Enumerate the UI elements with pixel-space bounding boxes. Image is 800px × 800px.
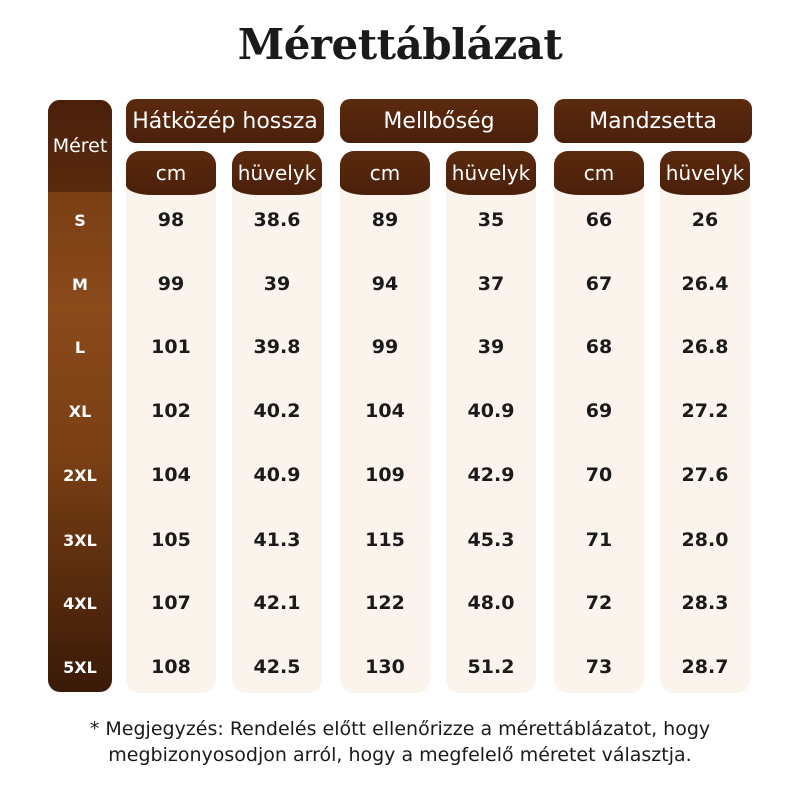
footnote: * Megjegyzés: Rendelés előtt ellenőrizze… [0, 716, 800, 768]
table-cell: 48.0 [467, 592, 515, 614]
unit-header: cm [554, 151, 644, 195]
data-column: hüvelyk 38.6 39 39.8 40.2 40.9 41.3 42.1 42.5 [232, 151, 322, 693]
table-cell: 28.3 [681, 592, 729, 614]
table-cell: 104 [151, 464, 191, 486]
table-cell: 37 [477, 273, 505, 295]
size-label: S [74, 210, 86, 230]
unit-header: cm [126, 151, 216, 195]
table-cell: 38.6 [253, 209, 301, 231]
table-cell: 40.2 [253, 400, 301, 422]
group-header: Mellbőség [340, 99, 538, 143]
table-cell: 27.6 [681, 464, 729, 486]
size-label: 2XL [63, 465, 97, 485]
data-column: cm 98 99 101 102 104 105 107 108 [126, 151, 216, 693]
table-cell: 42.9 [467, 464, 515, 486]
table-cell: 45.3 [467, 529, 515, 551]
group-header: Hátközép hossza [126, 99, 324, 143]
table-cell: 39.8 [253, 336, 301, 358]
table-cell: 66 [585, 209, 613, 231]
table-cell: 39 [263, 273, 291, 295]
table-cell: 39 [477, 336, 505, 358]
table-cell: 68 [585, 336, 613, 358]
table-cell: 26 [691, 209, 719, 231]
table-cell: 104 [365, 400, 405, 422]
size-column: Méret S M L XL 2XL 3XL 4XL 5XL [48, 100, 112, 692]
page-title: Mérettáblázat [237, 20, 563, 69]
table-cell: 28.0 [681, 529, 729, 551]
table-cell: 109 [365, 464, 405, 486]
size-label: 5XL [63, 657, 97, 677]
table-cell: 40.9 [253, 464, 301, 486]
table-cell: 42.5 [253, 656, 301, 678]
table-cell: 35 [477, 209, 505, 231]
table-cell: 99 [157, 273, 185, 295]
size-column-header: Méret [48, 100, 112, 192]
data-column: hüvelyk 26 26.4 26.8 27.2 27.6 28.0 28.3 28.7 [660, 151, 750, 693]
table-cell: 98 [157, 209, 185, 231]
table-cell: 51.2 [467, 656, 515, 678]
data-column: cm 89 94 99 104 109 115 122 130 [340, 151, 430, 693]
unit-header: hüvelyk [446, 151, 536, 195]
table-cell: 94 [371, 273, 399, 295]
size-label: L [74, 337, 86, 357]
table-cell: 42.1 [253, 592, 301, 614]
table-cell: 71 [585, 529, 613, 551]
footnote-line-1: * Megjegyzés: Rendelés előtt ellenőrizze… [89, 718, 711, 740]
unit-header: cm [340, 151, 430, 195]
unit-header: hüvelyk [660, 151, 750, 195]
size-label: M [72, 274, 88, 294]
table-cell: 70 [585, 464, 613, 486]
table-cell: 115 [365, 529, 405, 551]
table-cell: 67 [585, 273, 613, 295]
table-cell: 28.7 [681, 656, 729, 678]
table-cell: 40.9 [467, 400, 515, 422]
table-cell: 27.2 [681, 400, 729, 422]
table-cell: 73 [585, 656, 613, 678]
table-cell: 89 [371, 209, 399, 231]
table-cell: 69 [585, 400, 613, 422]
table-cell: 105 [151, 529, 191, 551]
footnote-line-2: megbizonyosodjon arról, hogy a megfelelő… [108, 744, 692, 766]
table-cell: 108 [151, 656, 191, 678]
table-cell: 130 [365, 656, 405, 678]
data-column: hüvelyk 35 37 39 40.9 42.9 45.3 48.0 51.2 [446, 151, 536, 693]
table-cell: 102 [151, 400, 191, 422]
table-cell: 99 [371, 336, 399, 358]
table-cell: 107 [151, 592, 191, 614]
table-cell: 101 [151, 336, 191, 358]
table-cell: 72 [585, 592, 613, 614]
size-label: 4XL [63, 593, 97, 613]
size-label: XL [68, 401, 92, 421]
table-cell: 26.8 [681, 336, 729, 358]
unit-header: hüvelyk [232, 151, 322, 195]
group-header: Mandzsetta [554, 99, 752, 143]
table-cell: 26.4 [681, 273, 729, 295]
data-column: cm 66 67 68 69 70 71 72 73 [554, 151, 644, 693]
table-cell: 41.3 [253, 529, 301, 551]
size-label: 3XL [63, 530, 97, 550]
table-cell: 122 [365, 592, 405, 614]
